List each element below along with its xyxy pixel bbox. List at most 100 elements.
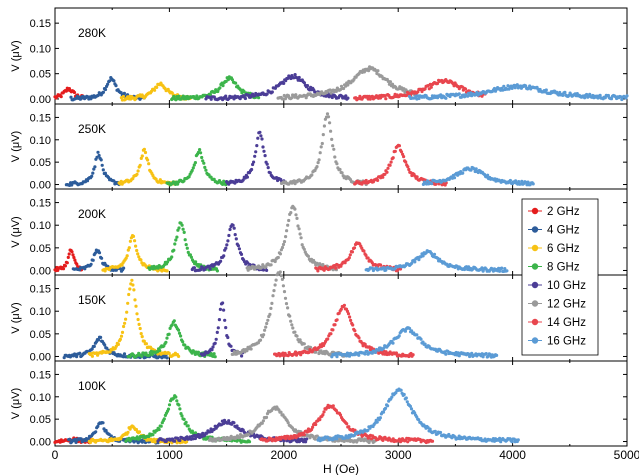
data-point [124, 256, 128, 260]
data-point [176, 328, 181, 332]
data-point [96, 150, 100, 154]
data-point [237, 436, 242, 440]
data-point [329, 129, 333, 133]
data-point [101, 168, 105, 172]
data-point [182, 179, 186, 183]
data-point [319, 145, 323, 149]
data-point [561, 93, 565, 97]
x-tick-label: 0 [52, 448, 59, 462]
data-point [388, 80, 392, 84]
data-point [257, 96, 261, 100]
data-point [265, 162, 269, 166]
data-point [70, 250, 74, 254]
data-point [239, 252, 244, 256]
data-point [101, 421, 105, 425]
data-point [300, 243, 304, 247]
data-point [265, 412, 270, 416]
data-point [202, 161, 206, 165]
y-tick-label: 0.05 [30, 329, 51, 341]
data-point [177, 226, 181, 230]
data-point [381, 410, 386, 414]
data-point [139, 332, 143, 336]
data-point [67, 252, 71, 256]
data-point [122, 324, 126, 329]
data-point [235, 424, 239, 428]
data-point [305, 84, 310, 88]
data-point [583, 96, 587, 100]
data-point [126, 430, 130, 434]
data-point [284, 235, 288, 239]
data-point [69, 95, 73, 99]
data-point [274, 278, 278, 282]
data-point [302, 247, 306, 251]
data-point [178, 438, 182, 443]
data-point [182, 230, 186, 234]
data-point [486, 173, 490, 177]
data-point [364, 253, 368, 257]
data-point [133, 239, 137, 243]
y-tick-label: 0.10 [30, 43, 51, 55]
data-point [271, 294, 275, 298]
data-point [123, 321, 127, 325]
data-point [100, 256, 104, 260]
legend-marker [531, 244, 539, 252]
data-point [99, 335, 103, 339]
data-point [500, 266, 504, 270]
y-tick-label: 0.10 [30, 135, 51, 147]
data-point [484, 352, 488, 356]
y-axis-label: V (μV) [10, 388, 22, 419]
data-point [284, 437, 288, 441]
data-point [167, 351, 171, 355]
data-point [216, 326, 220, 330]
series-6-ghz [87, 424, 189, 445]
data-point [137, 322, 141, 326]
data-point [221, 84, 225, 88]
data-point [185, 246, 189, 250]
data-point [122, 352, 127, 356]
data-point [347, 256, 351, 260]
data-point [91, 258, 95, 262]
data-point [265, 92, 269, 96]
data-point [174, 238, 178, 242]
data-point [125, 310, 129, 314]
data-point [174, 395, 178, 399]
y-tick-label: 0.00 [30, 94, 51, 106]
data-point [258, 130, 262, 134]
data-point [140, 354, 144, 358]
data-point [382, 266, 386, 270]
data-point [264, 415, 269, 419]
data-point [402, 155, 406, 159]
y-tick-label: 0.00 [30, 265, 51, 277]
series-12-ghz [279, 112, 368, 187]
data-point [216, 89, 220, 94]
data-point [423, 342, 427, 346]
data-point [201, 431, 205, 435]
data-point [378, 416, 382, 420]
data-point [122, 266, 126, 270]
data-point [173, 242, 177, 246]
x-tick-label: 1000 [156, 448, 183, 462]
data-point [364, 178, 368, 183]
data-point [124, 317, 128, 321]
data-point [417, 418, 421, 422]
legend-marker [531, 226, 539, 233]
data-point [159, 424, 163, 428]
data-point [290, 323, 294, 327]
data-point [394, 391, 398, 395]
data-point [393, 149, 397, 153]
data-point [386, 404, 390, 408]
series-6-ghz [87, 278, 181, 358]
data-point [304, 440, 308, 444]
data-point [408, 404, 412, 408]
data-point [291, 326, 295, 330]
data-point [215, 269, 219, 273]
y-tick-label: 0.15 [30, 284, 51, 296]
data-point [335, 162, 339, 166]
data-point [399, 150, 404, 154]
data-point [114, 344, 118, 348]
series-10-ghz [204, 73, 350, 102]
data-point [286, 421, 290, 425]
data-point [212, 352, 216, 356]
data-point [294, 213, 298, 217]
data-point [162, 417, 166, 421]
